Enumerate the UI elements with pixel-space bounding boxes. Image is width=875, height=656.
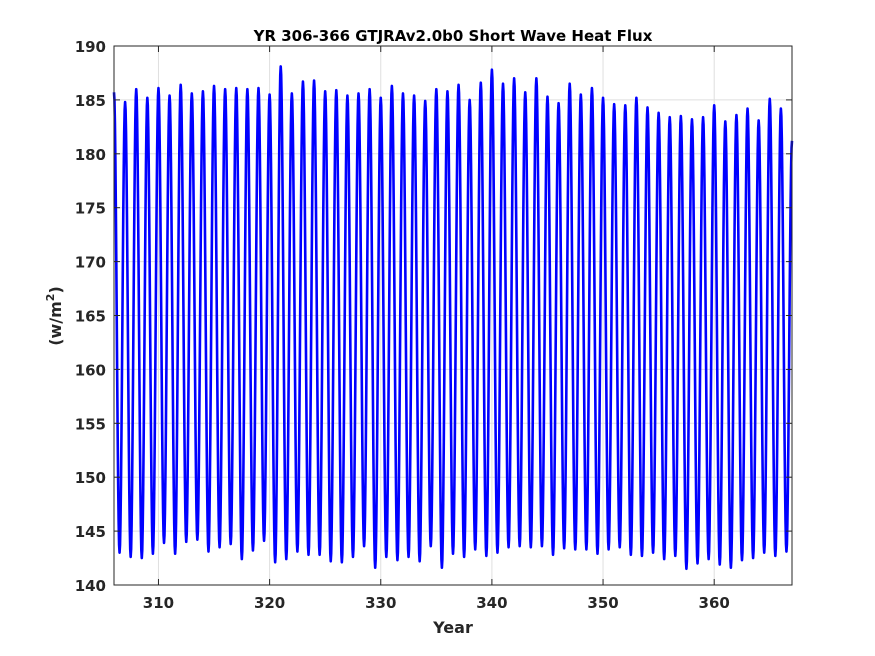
y-tick-label: 180	[75, 146, 106, 164]
y-axis-label-base: (w/m	[46, 301, 65, 346]
y-tick-label: 140	[75, 577, 106, 595]
chart-title: YR 306-366 GTJRAv2.0b0 Short Wave Heat F…	[253, 27, 653, 45]
x-tick-label: 340	[476, 594, 507, 612]
y-tick-labels: 140 145 150 155 160 165 170 175 180 185 190	[75, 38, 106, 595]
y-tick-label: 185	[75, 92, 106, 110]
y-tick-label: 160	[75, 361, 106, 379]
series-line	[112, 65, 794, 571]
y-tick-label: 155	[75, 415, 106, 433]
x-tick-labels: 310 320 330 340 350 360	[143, 594, 730, 612]
y-axis-label: (w/m2)	[44, 286, 65, 346]
x-tick-label: 330	[365, 594, 396, 612]
y-tick-label: 165	[75, 308, 106, 326]
series-layer	[112, 65, 794, 571]
x-tick-label: 310	[143, 594, 174, 612]
y-tick-label: 145	[75, 523, 106, 541]
y-tick-label: 190	[75, 38, 106, 56]
y-axis-label-superscript: 2	[44, 294, 57, 302]
y-axis-label-close: )	[46, 286, 65, 293]
y-tick-label: 150	[75, 469, 106, 487]
x-tick-label: 360	[699, 594, 730, 612]
x-tick-label: 320	[254, 594, 285, 612]
x-tick-label: 350	[587, 594, 618, 612]
x-axis-label: Year	[432, 618, 473, 637]
y-tick-label: 170	[75, 254, 106, 272]
tick-marks	[114, 45, 792, 586]
y-tick-label: 175	[75, 200, 106, 218]
